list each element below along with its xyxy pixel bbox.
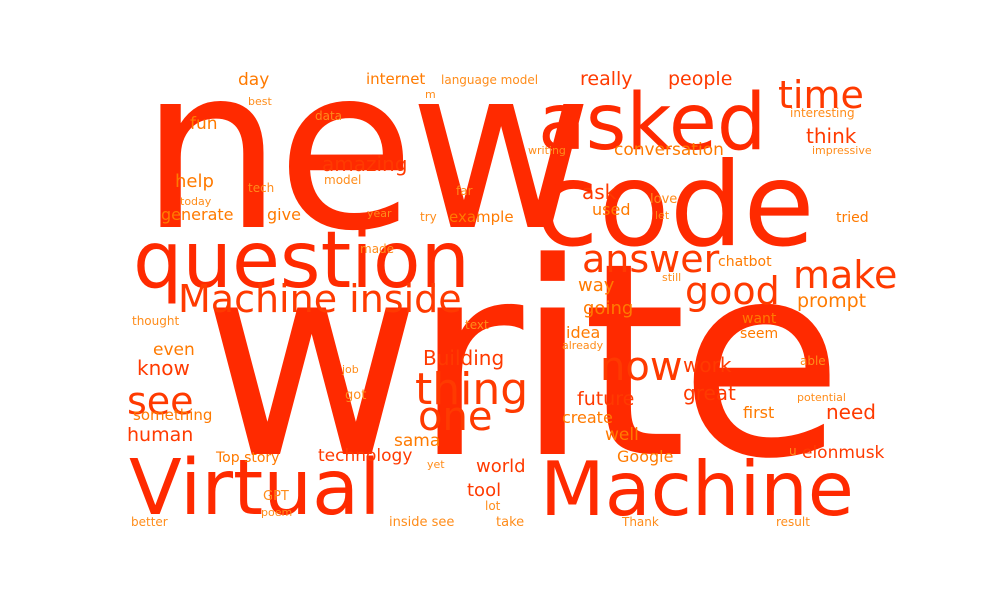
word-time: time	[778, 73, 864, 117]
word-one: one	[418, 394, 493, 440]
word-well: well	[605, 425, 639, 445]
word-far: far	[456, 184, 473, 198]
word-make: make	[793, 253, 898, 297]
word-something: something	[133, 406, 213, 424]
word-asked: asked	[538, 78, 767, 168]
word-try: try	[420, 210, 437, 224]
word-m: m	[425, 88, 436, 101]
word-future: future	[577, 388, 635, 410]
word-machine: Machine	[540, 445, 854, 533]
word-thought: thought	[132, 314, 180, 328]
word-result: result	[776, 515, 810, 529]
word-already: already	[562, 339, 604, 352]
word-help: help	[175, 171, 214, 192]
word-interesting: interesting	[790, 106, 855, 120]
word-writing: writing	[528, 144, 566, 157]
word-going: going	[583, 298, 634, 319]
word-write: write	[202, 206, 844, 518]
word-take: take	[496, 515, 525, 530]
word-got: got	[345, 388, 367, 403]
word-job: job	[342, 363, 359, 376]
word-seem: seem	[740, 326, 779, 342]
word-human: human	[127, 424, 194, 446]
word-idea: idea	[566, 323, 601, 342]
word-building: Building	[423, 346, 505, 370]
word-language-model: language model	[441, 73, 539, 87]
word-text: text	[465, 318, 489, 332]
word-need: need	[826, 400, 876, 424]
word-know: know	[137, 356, 190, 380]
word-give: give	[267, 205, 301, 224]
word-day: day	[238, 70, 270, 90]
word-great: great	[683, 381, 736, 405]
word-impressive: impressive	[812, 144, 872, 157]
word-think: think	[806, 124, 857, 148]
word-conversation: conversation	[614, 140, 724, 160]
word-internet: internet	[366, 70, 426, 88]
word-create: create	[562, 408, 613, 427]
word-let: let	[655, 209, 670, 222]
word-prompt: prompt	[797, 290, 867, 312]
word-really: really	[580, 68, 633, 90]
word-good: good	[685, 269, 780, 313]
word-world: world	[476, 456, 526, 477]
word-lot: lot	[485, 499, 501, 513]
word-tried: tried	[836, 210, 869, 226]
word-people: people	[668, 68, 733, 90]
word-generate: generate	[161, 205, 234, 224]
word-virtual: Virtual	[129, 444, 381, 533]
word-sama: sama	[394, 431, 441, 451]
word-want: want	[742, 311, 777, 327]
word-tool: tool	[467, 480, 502, 501]
word-gpt: GPT	[263, 489, 289, 504]
word-code: code	[535, 138, 815, 273]
word-ask: ask	[582, 180, 617, 204]
word-amazing: amazing	[322, 152, 408, 176]
word-able: able	[800, 354, 826, 368]
word-model: model	[324, 173, 362, 187]
word-even: even	[153, 340, 195, 360]
word-first: first	[743, 403, 775, 422]
word-year: year	[367, 207, 392, 220]
word-love: love	[650, 192, 678, 207]
word-now: now	[600, 344, 683, 390]
word-used: used	[592, 200, 631, 219]
word-answer: answer	[582, 237, 720, 281]
word-top-story: Top story	[216, 450, 280, 466]
word-still: still	[662, 271, 682, 284]
word-work: work	[683, 353, 732, 377]
word-question: question	[133, 216, 470, 306]
word-way: way	[578, 275, 615, 296]
word-machine-inside: Machine inside	[178, 277, 462, 321]
word-thank: Thank	[622, 515, 659, 529]
word-better: better	[131, 515, 168, 529]
word-example: example	[449, 208, 514, 226]
word-potential: potential	[797, 391, 846, 404]
word-best: best	[248, 95, 272, 108]
word-today: today	[180, 195, 212, 208]
word-new: new	[140, 19, 593, 281]
word-inside-see: inside see	[389, 515, 455, 530]
word-thing: thing	[415, 364, 529, 415]
word-fun: fun	[190, 114, 218, 134]
word-u: u	[789, 444, 797, 458]
word-poem: poem	[261, 506, 293, 519]
word-google: Google	[617, 447, 674, 466]
word-data: data	[315, 109, 343, 123]
word-yet: yet	[427, 458, 445, 471]
word-elonmusk: elonmusk	[802, 443, 885, 463]
word-see: see	[127, 379, 194, 423]
word-chatbot: chatbot	[718, 254, 772, 270]
word-technology: technology	[318, 446, 413, 466]
word-tech: tech	[248, 181, 275, 195]
word-made: made	[360, 242, 395, 256]
